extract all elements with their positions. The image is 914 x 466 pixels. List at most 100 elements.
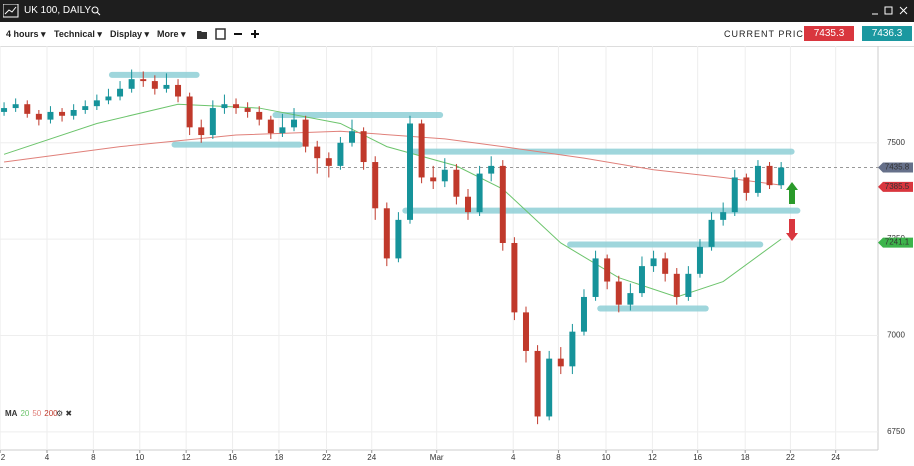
x-tick-label: 10 [135, 453, 144, 462]
x-tick-label: 10 [602, 453, 611, 462]
candle-body [117, 88, 124, 97]
more-menu[interactable]: More ▾ [157, 29, 186, 39]
logo [3, 4, 19, 18]
price-flag-label: 7435.8 [885, 163, 910, 172]
down-arrow [786, 219, 798, 241]
candle-body [47, 111, 54, 120]
instrument-title: UK 100, DAILY [24, 5, 92, 16]
legend-entry: 20 [20, 409, 29, 418]
candle-body [627, 293, 634, 305]
candle-body [12, 104, 19, 109]
price-flag [878, 181, 913, 192]
candle-body [256, 111, 263, 120]
candle-body [233, 104, 240, 109]
toolbar: 4 hours ▾ Technical ▾ Display ▾ More ▾ C… [0, 22, 914, 47]
candle-body [638, 266, 645, 294]
x-tick-label: 16 [693, 453, 702, 462]
candle-body [488, 165, 495, 174]
timeframe[interactable]: 4 hours [6, 29, 39, 39]
candle-body [557, 358, 564, 367]
display[interactable]: Display [110, 29, 143, 39]
candle-body [70, 109, 77, 116]
display-menu[interactable]: Display ▾ [110, 29, 150, 39]
candle-body [151, 81, 158, 89]
candle-body [93, 100, 100, 107]
candle-body [604, 258, 611, 282]
direction-arrows [786, 182, 798, 241]
x-tick-label: 22 [786, 453, 795, 462]
candle-body [221, 104, 228, 109]
candle-body [337, 142, 344, 166]
current-price-label: CURRENT PRICE: [724, 29, 815, 39]
price-flag-label: 7241.1 [885, 238, 910, 247]
candle-body [128, 79, 135, 89]
x-tick-label: 18 [741, 453, 750, 462]
candle-body [754, 165, 761, 193]
legend: MA 20 50 200 [5, 409, 58, 418]
candle-body [522, 312, 529, 351]
price-flag [878, 237, 913, 248]
candle-body [407, 123, 414, 220]
candle-body [175, 84, 182, 97]
more[interactable]: More [157, 29, 179, 39]
candle-body [662, 258, 669, 274]
candle-body [743, 177, 750, 193]
candle-body [441, 169, 448, 182]
candle-body [464, 196, 471, 213]
timeframe-menu[interactable]: 4 hours ▾ [6, 29, 46, 39]
buy-price[interactable]: 7436.3 [862, 26, 912, 41]
candle-body [198, 127, 205, 136]
x-tick-label: 24 [367, 453, 376, 462]
candle-body [302, 119, 309, 147]
candle-body [395, 219, 402, 259]
x-tick-label: 24 [831, 453, 840, 462]
candle-body [580, 296, 587, 332]
candle-body [534, 350, 541, 417]
candle-body [778, 167, 785, 186]
candle-body [209, 108, 216, 136]
candle-body [720, 212, 727, 220]
candle-body [511, 242, 518, 313]
x-tick-label: 16 [228, 453, 237, 462]
x-tick-label: 12 [648, 453, 657, 462]
x-tick-label: 4 [511, 453, 516, 462]
technical[interactable]: Technical [54, 29, 95, 39]
x-tick-label: 2 [1, 453, 6, 462]
price-flag [878, 162, 913, 173]
toolbar-icons[interactable] [196, 27, 266, 41]
candle-body [650, 258, 657, 267]
candle-body [244, 108, 251, 112]
candle-body [708, 219, 715, 247]
candle-body [685, 273, 692, 297]
ma-line [3, 130, 782, 186]
x-tick-label: 22 [322, 453, 331, 462]
window-controls[interactable] [870, 5, 910, 17]
legend-controls: ⚙ ✖ [56, 409, 72, 418]
candle-body [569, 331, 576, 367]
candle-body [163, 84, 170, 89]
candle-body [24, 104, 31, 114]
candle-body [673, 273, 680, 297]
candle-body [766, 165, 773, 186]
title-bar: UK 100, DAILY [0, 0, 914, 22]
x-tick-label: 8 [91, 453, 96, 462]
up-arrow [786, 182, 798, 204]
legend-entry: 200 [44, 409, 58, 418]
y-tick-label: 7000 [887, 331, 905, 340]
candle-body [418, 123, 425, 178]
sell-price[interactable]: 7435.3 [804, 26, 854, 41]
candle-body [267, 119, 274, 134]
technical-menu[interactable]: Technical ▾ [54, 29, 102, 39]
y-tick-label: 6750 [887, 427, 905, 436]
candle-body [1, 108, 8, 112]
y-tick-label: 7500 [887, 138, 905, 147]
candle-body [279, 127, 286, 134]
x-tick-label: 8 [556, 453, 561, 462]
search-icon[interactable] [91, 6, 101, 16]
candle-body [592, 258, 599, 297]
candle-body [383, 208, 390, 259]
x-tick-label: 12 [182, 453, 191, 462]
candle-body [372, 162, 379, 209]
candle-body [82, 106, 89, 110]
